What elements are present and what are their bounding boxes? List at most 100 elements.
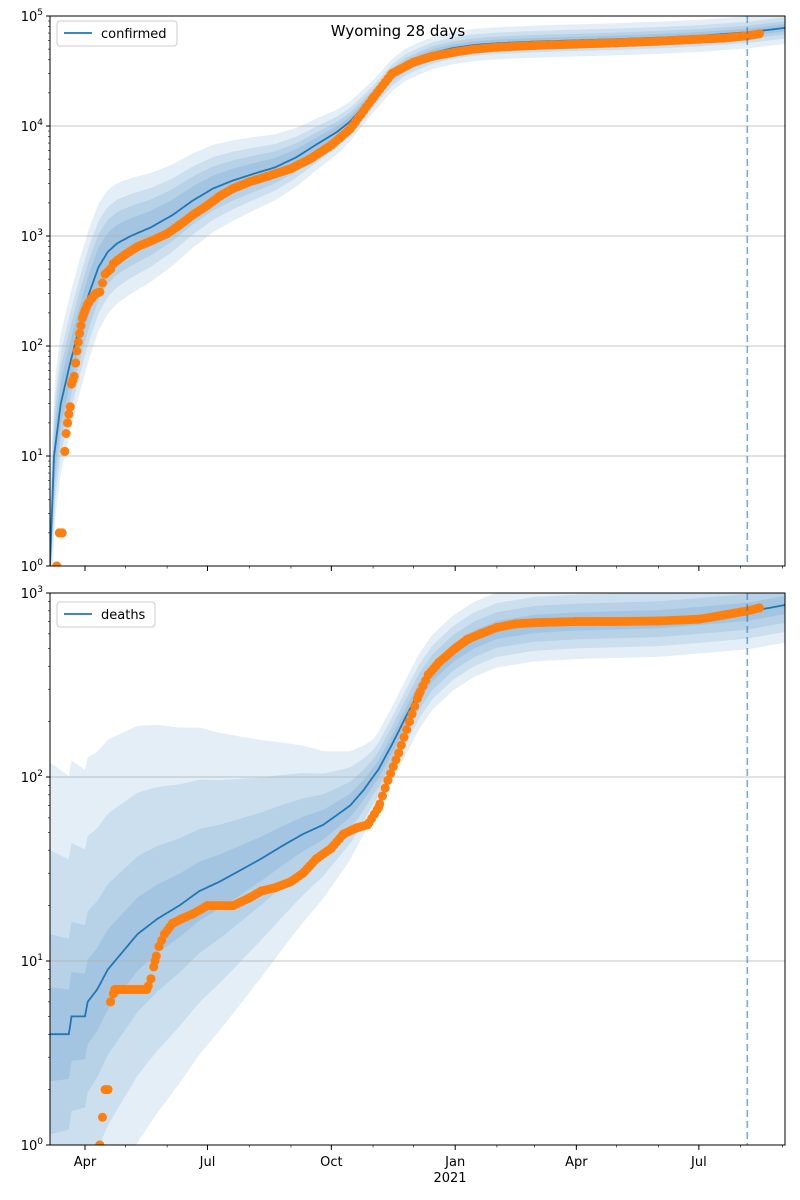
observed-point [98, 1112, 107, 1122]
observed-point [394, 748, 404, 758]
observed-point [150, 956, 160, 966]
observed-point [492, 622, 502, 632]
observed-point [386, 769, 396, 778]
observed-point [159, 929, 169, 939]
observed-point [378, 791, 387, 801]
observed-point [61, 429, 71, 438]
deaths-y-axis: 100 101 102 103 [21, 585, 50, 1154]
y-tick-label: 102 [21, 769, 43, 786]
confirmed-legend-label: confirmed [101, 27, 167, 42]
observed-point [69, 371, 79, 381]
observed-point [423, 670, 433, 680]
observed-point [352, 823, 362, 833]
observed-point [77, 313, 87, 323]
confirmed-y-axis: 100 101 102 103 104 105 [21, 8, 50, 575]
confirmed-axes-frame [49, 15, 786, 567]
observed-point [654, 616, 663, 626]
observed-point [450, 47, 460, 57]
observed-point [76, 321, 86, 331]
observed-point [65, 402, 75, 412]
observed-point [106, 997, 116, 1007]
observed-point [571, 617, 581, 626]
observed-point [339, 829, 348, 839]
x-year-label: 2021 [433, 1171, 466, 1186]
observed-point [215, 901, 225, 911]
observed-point [177, 914, 187, 924]
observed-point [60, 446, 70, 456]
observed-point [469, 44, 479, 54]
y-tick-label: 103 [21, 228, 43, 245]
observed-point [71, 358, 81, 368]
confirmed-observed-points [52, 29, 764, 566]
deaths-legend-label: deaths [101, 608, 146, 623]
observed-point [228, 901, 238, 911]
observed-point [742, 31, 752, 41]
observed-point [146, 236, 156, 246]
observed-point [103, 1085, 113, 1095]
observed-point [263, 171, 273, 181]
observed-point [530, 618, 540, 628]
observed-point [95, 287, 105, 297]
observed-point [399, 732, 409, 742]
observed-point [203, 200, 212, 210]
observed-point [476, 629, 486, 639]
deaths-x-axis: Apr Jul Oct Jan Apr Jul [74, 1145, 783, 1170]
observed-point [286, 164, 296, 174]
y-tick-label: 101 [21, 448, 43, 465]
observed-point [95, 1140, 105, 1145]
observed-point [368, 93, 378, 103]
observed-point [434, 657, 444, 667]
observed-point [312, 854, 321, 864]
observed-point [142, 985, 152, 994]
confirmed-uncertainty-bands [50, 16, 785, 566]
observed-point [571, 39, 581, 49]
observed-point [57, 528, 67, 538]
uncertainty-band-99 [50, 16, 785, 566]
observed-point [427, 51, 437, 61]
observed-point [188, 909, 198, 919]
figure-title: Wyoming 28 days [331, 22, 466, 40]
y-tick-label: 101 [21, 953, 43, 970]
observed-point [286, 877, 296, 887]
observed-point [387, 69, 397, 78]
observed-point [391, 755, 401, 765]
observed-point [64, 409, 74, 419]
observed-point [146, 974, 156, 984]
observed-point [410, 701, 420, 711]
x-tick-label: Jan [444, 1155, 465, 1170]
deaths-axes-frame [49, 592, 786, 1146]
x-tick-label: Apr [74, 1155, 97, 1170]
observed-point [407, 709, 417, 719]
observed-point [402, 725, 412, 734]
y-tick-label: 100 [21, 558, 44, 575]
observed-point [492, 42, 502, 52]
observed-point [396, 740, 406, 750]
observed-point [244, 893, 254, 903]
y-tick-label: 105 [21, 8, 43, 25]
observed-point [188, 210, 198, 220]
confirmed-legend: confirmed [56, 20, 178, 47]
observed-point [654, 36, 663, 46]
observed-point [72, 346, 82, 356]
y-tick-label: 103 [21, 585, 43, 602]
observed-point [305, 154, 315, 164]
deaths-legend-box [56, 601, 156, 628]
uncertainty-band-95 [50, 17, 785, 566]
observed-point [380, 783, 390, 793]
observed-point [363, 820, 373, 830]
confirmed-legend-box [56, 20, 178, 47]
observed-point [215, 191, 225, 201]
observed-point [270, 883, 280, 893]
observed-point [404, 717, 414, 727]
deaths-observed-points [95, 603, 764, 1145]
observed-point [719, 610, 729, 620]
observed-point [511, 619, 521, 629]
observed-point [462, 634, 472, 644]
observed-point [374, 803, 383, 813]
observed-point [154, 941, 164, 951]
x-tick-label: Jul [690, 1155, 707, 1170]
observed-point [52, 561, 62, 566]
observed-point [719, 33, 729, 43]
